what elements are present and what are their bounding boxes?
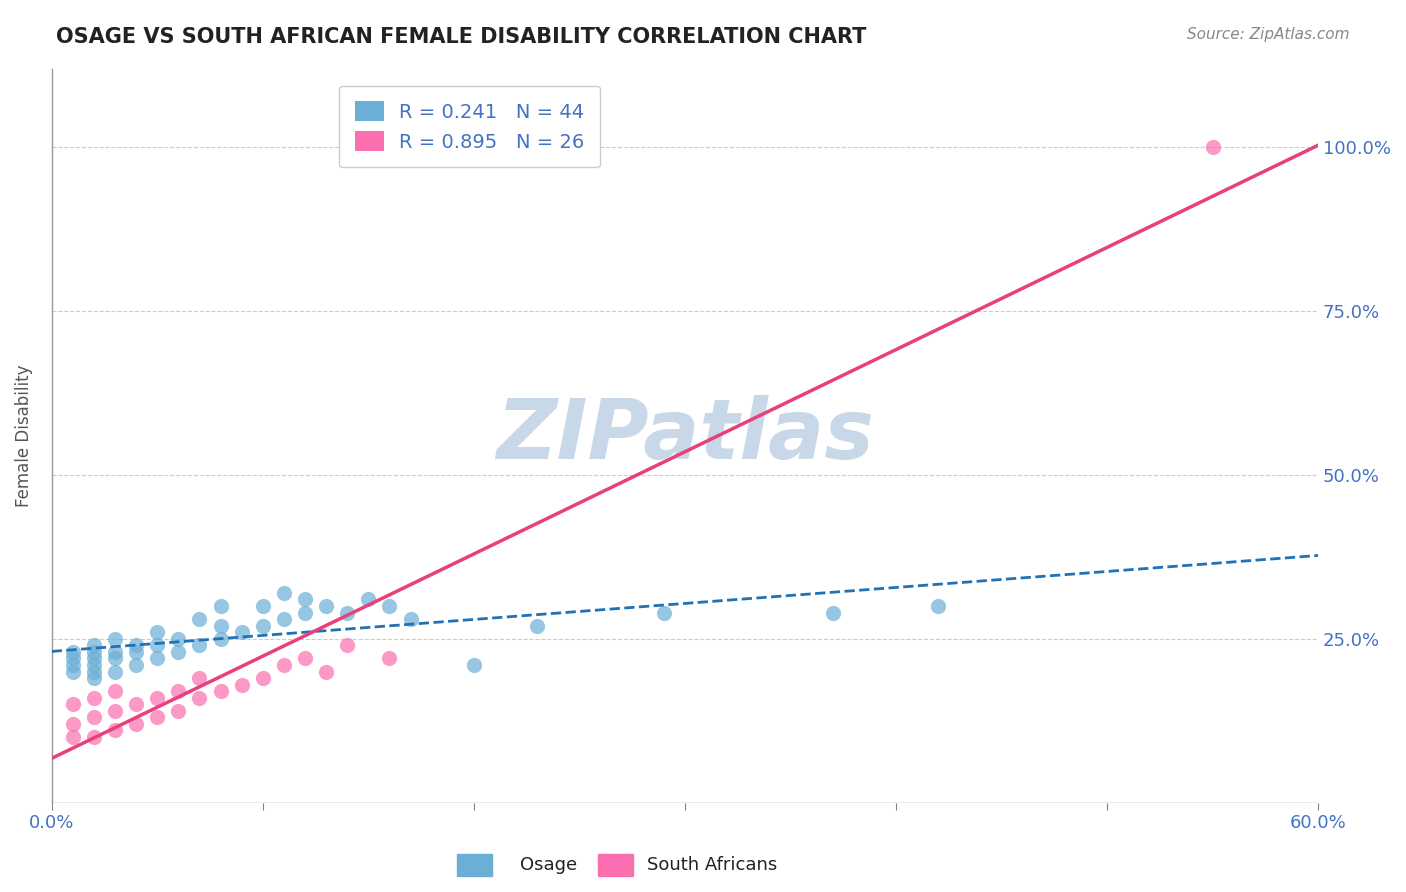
- Point: [231, 625, 253, 640]
- Point: [146, 710, 169, 724]
- Point: [1201, 140, 1223, 154]
- Point: [125, 638, 148, 652]
- Point: [167, 684, 190, 698]
- Text: ZIPatlas: ZIPatlas: [496, 395, 875, 476]
- Point: [209, 618, 232, 632]
- Point: [652, 606, 675, 620]
- Point: [209, 599, 232, 613]
- Point: [294, 592, 316, 607]
- Point: [62, 698, 84, 712]
- Point: [104, 684, 127, 698]
- Text: Osage: Osage: [520, 856, 578, 874]
- Point: [273, 586, 295, 600]
- Point: [378, 599, 401, 613]
- Point: [252, 618, 274, 632]
- Point: [146, 638, 169, 652]
- Point: [125, 698, 148, 712]
- Point: [83, 638, 105, 652]
- Point: [104, 704, 127, 718]
- Point: [315, 599, 337, 613]
- Point: [62, 665, 84, 679]
- Text: Source: ZipAtlas.com: Source: ZipAtlas.com: [1187, 27, 1350, 42]
- Point: [125, 657, 148, 672]
- Point: [209, 632, 232, 646]
- Point: [83, 665, 105, 679]
- Point: [62, 717, 84, 731]
- Point: [104, 651, 127, 665]
- Point: [399, 612, 422, 626]
- Point: [188, 638, 211, 652]
- Point: [83, 657, 105, 672]
- Point: [357, 592, 380, 607]
- Point: [83, 730, 105, 744]
- Point: [83, 645, 105, 659]
- Point: [62, 657, 84, 672]
- Point: [336, 606, 359, 620]
- Point: [62, 645, 84, 659]
- Point: [83, 690, 105, 705]
- Point: [231, 678, 253, 692]
- Point: [927, 599, 949, 613]
- Text: OSAGE VS SOUTH AFRICAN FEMALE DISABILITY CORRELATION CHART: OSAGE VS SOUTH AFRICAN FEMALE DISABILITY…: [56, 27, 866, 46]
- Point: [294, 651, 316, 665]
- Point: [188, 690, 211, 705]
- Point: [146, 651, 169, 665]
- Point: [315, 665, 337, 679]
- Point: [146, 625, 169, 640]
- Point: [273, 657, 295, 672]
- Point: [294, 606, 316, 620]
- Point: [463, 657, 485, 672]
- Point: [62, 651, 84, 665]
- Point: [273, 612, 295, 626]
- Point: [125, 717, 148, 731]
- Point: [104, 665, 127, 679]
- Point: [167, 645, 190, 659]
- Point: [104, 645, 127, 659]
- Point: [83, 671, 105, 685]
- Point: [125, 645, 148, 659]
- Point: [188, 612, 211, 626]
- Point: [83, 651, 105, 665]
- Point: [252, 599, 274, 613]
- Point: [104, 723, 127, 738]
- Point: [146, 690, 169, 705]
- Y-axis label: Female Disability: Female Disability: [15, 364, 32, 507]
- Point: [526, 618, 548, 632]
- Point: [83, 710, 105, 724]
- Point: [209, 684, 232, 698]
- Point: [378, 651, 401, 665]
- Point: [252, 671, 274, 685]
- Point: [167, 704, 190, 718]
- Point: [167, 632, 190, 646]
- Legend: R = 0.241   N = 44, R = 0.895   N = 26: R = 0.241 N = 44, R = 0.895 N = 26: [339, 86, 600, 168]
- Point: [62, 730, 84, 744]
- Point: [188, 671, 211, 685]
- Text: South Africans: South Africans: [647, 856, 778, 874]
- Point: [336, 638, 359, 652]
- Point: [821, 606, 844, 620]
- Point: [104, 632, 127, 646]
